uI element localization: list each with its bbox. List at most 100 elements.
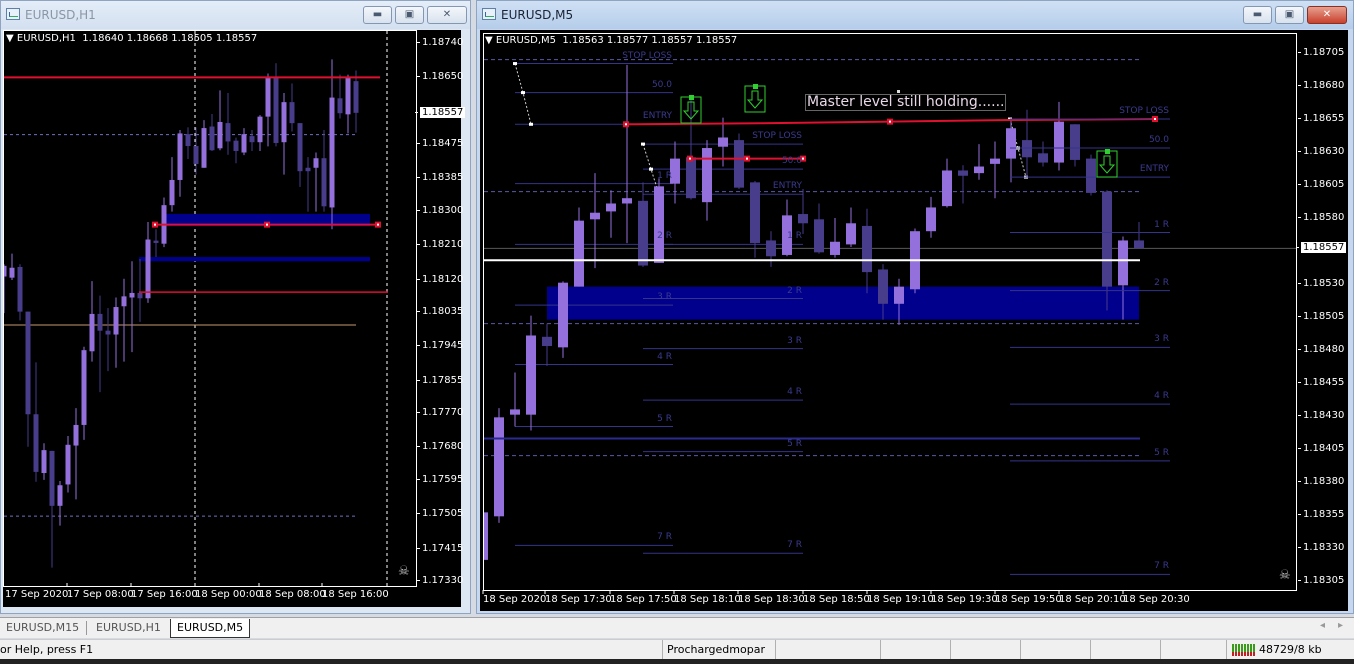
line-handle-dot [889,120,891,123]
price-axis-label: 1.18385 [416,172,464,184]
price-axis-label: 1.17330 [416,574,464,586]
bull-candle [526,335,536,415]
bull-candle [1118,240,1128,286]
bull-candle [670,158,680,184]
tab-scroll-left[interactable]: ◂ [1320,620,1326,631]
time-axis-label: 17 Sep 2020 [5,589,69,600]
price-axis-label: 1.18300 [416,204,464,216]
time-axis-label: 17 Sep 16:00 [131,589,198,600]
signal-anchor [1105,149,1110,154]
bear-candle [33,414,39,472]
tab-eurusd-m15[interactable]: EURUSD,M15 [6,621,80,634]
price-axis-label: 1.17505 [416,508,464,520]
time-axis-label: 18 Sep 17:50 [610,594,677,605]
bear-candle [153,240,159,243]
title-bar[interactable]: EURUSD,M5 [477,1,1353,29]
tab-scroll-right[interactable]: ▸ [1338,620,1344,631]
fib-anchor-point[interactable] [529,122,533,126]
fib-anchor-line[interactable] [642,143,660,195]
bear-candle [193,146,199,164]
status-divider [880,640,885,660]
window-title: EURUSD,M5 [501,8,574,22]
fib-level-label: 4 R [787,387,802,398]
connection-bars-icon [1232,644,1256,656]
time-axis-label: 18 Sep 19:10 [867,594,934,605]
status-divider [775,640,780,660]
bear-candle [814,219,824,253]
bull-candle [81,350,87,425]
close-button[interactable]: ✕ [427,6,467,24]
price-axis-label: 1.18655 [1297,113,1345,124]
bull-candle [590,212,600,220]
bear-candle [25,311,31,415]
minimize-button[interactable]: ▬ [363,6,392,24]
price-axis-label: 1.18475 [416,138,464,150]
price-axis-label: 1.17680 [416,441,464,453]
bull-candle [329,97,335,208]
line-handle-dot [689,157,691,160]
bear-candle [1070,124,1080,160]
fib-level-label: 7 R [657,532,672,543]
price-axis-label: 1.18430 [1297,410,1345,421]
time-axis-label: 18 Sep 19:30 [931,594,998,605]
status-connection[interactable] [1226,640,1231,660]
tab-eurusd-m5[interactable]: EURUSD,M5 [170,619,251,638]
close-button[interactable]: ✕ [1307,6,1347,24]
fib-anchor-point[interactable] [649,167,653,171]
bear-candle [233,140,239,151]
supply-demand-zone[interactable] [547,286,1139,320]
text-annotation[interactable]: Master level still holding...... [805,94,1007,111]
time-axis-label: 18 Sep 2020 [483,594,547,605]
tab-eurusd-h1[interactable]: EURUSD,H1 [96,621,161,634]
line-handle-dot [266,223,268,226]
restore-button[interactable]: ▣ [1275,6,1304,24]
time-axis-label: 18 Sep 00:00 [195,589,262,600]
price-axis-label: 1.18330 [1297,542,1345,553]
restore-button[interactable]: ▣ [395,6,424,24]
bull-candle [177,133,183,180]
bull-candle [313,158,319,168]
status-help: or Help, press F1 [0,643,94,656]
price-axis-label: 1.18355 [1297,509,1345,520]
fib-anchor-point[interactable] [513,62,517,66]
bull-candle [345,77,351,115]
price-axis-label: 1.18680 [1297,80,1345,91]
bull-candle [169,179,175,206]
status-divider [1020,640,1025,660]
plot-area-h1[interactable] [3,30,417,587]
close-icon: ✕ [442,9,452,20]
skull-icon: ☠ [1279,568,1291,583]
status-traffic: 48729/8 kb [1259,643,1322,656]
fib-level-label: STOP LOSS [622,50,672,61]
time-axis-label: 17 Sep 08:00 [67,589,134,600]
bull-candle [201,128,207,168]
bull-candle [4,265,7,277]
plot-area-m5[interactable] [483,33,1297,591]
title-bar[interactable]: EURUSD,H1 [1,1,470,29]
supply-demand-zone[interactable] [163,213,370,227]
status-bar: or Help, press F1 Prochargedmopar 48729/… [0,639,1354,660]
status-profile[interactable]: Prochargedmopar [662,640,765,660]
price-axis-label: 1.18380 [1297,476,1345,487]
minimize-button[interactable]: ▬ [1243,6,1272,24]
down-arrow-icon [1098,155,1116,174]
fib-anchor-point[interactable] [641,142,645,146]
chart-header: ▼ EURUSD,H1 1.18640 1.18668 1.18505 1.18… [6,33,258,44]
chart-canvas-h1[interactable] [3,30,461,607]
price-axis-label: 1.18210 [416,239,464,251]
fib-level-label: 50.0 [781,156,802,167]
bull-candle [718,137,728,147]
fib-anchor-point[interactable] [521,91,525,95]
status-divider [1160,640,1165,660]
price-axis-label: 1.17415 [416,542,464,554]
bear-candle [862,225,872,273]
fib-level-label: 7 R [787,540,802,551]
fib-level-label: 3 R [1154,334,1169,345]
line-handle-dot [625,123,627,126]
price-axis-label: 1.18605 [1297,179,1345,190]
bear-candle [958,170,968,176]
fib-level-label: 5 R [1154,447,1169,458]
zone-band[interactable] [139,257,370,262]
price-axis-label: 1.18035 [416,305,464,317]
